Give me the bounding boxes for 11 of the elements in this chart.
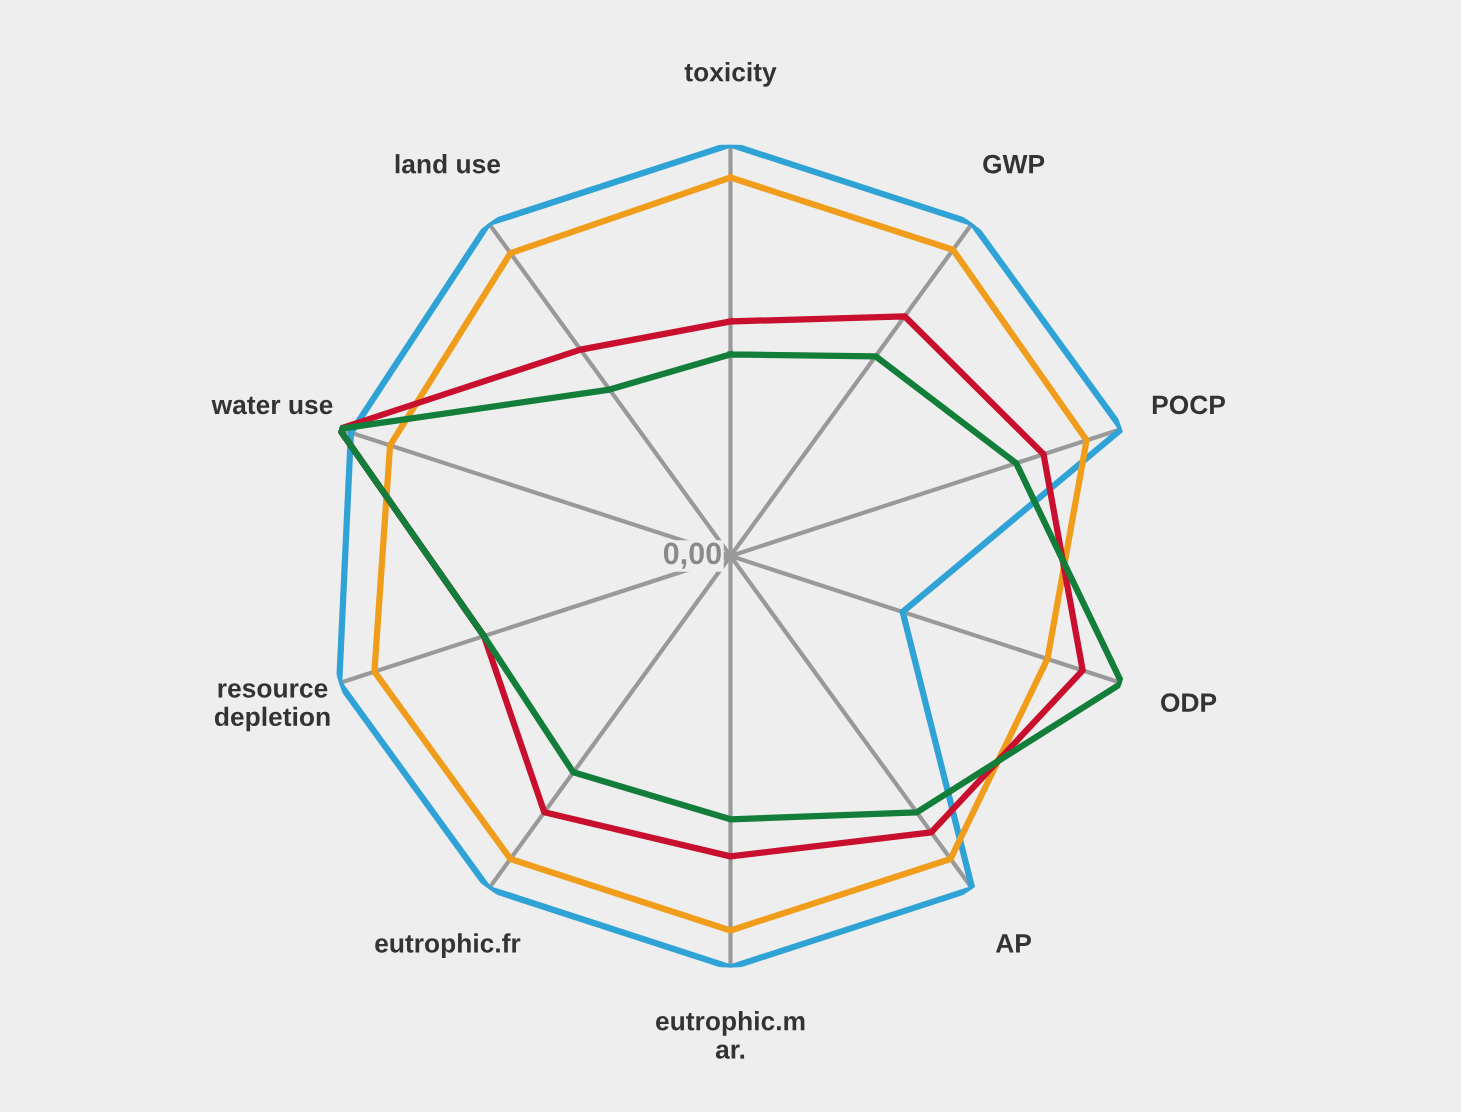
spoke-label: POCP [1152,395,1225,415]
spoke-label: toxicity [684,62,777,87]
text: 0,00 [663,542,721,569]
spoke-label: land use [395,154,501,174]
spoke-label: ODP [1161,693,1217,712]
spoke-label: GWP [983,154,1045,174]
spoke-label: eutrophic.fr [375,933,521,958]
spoke-label: resource depletion [214,683,330,732]
spoke-label: eutrophic.m ar. [656,1011,805,1059]
spoke-label: water use [211,396,333,415]
spoke-label: AP [995,934,1031,953]
